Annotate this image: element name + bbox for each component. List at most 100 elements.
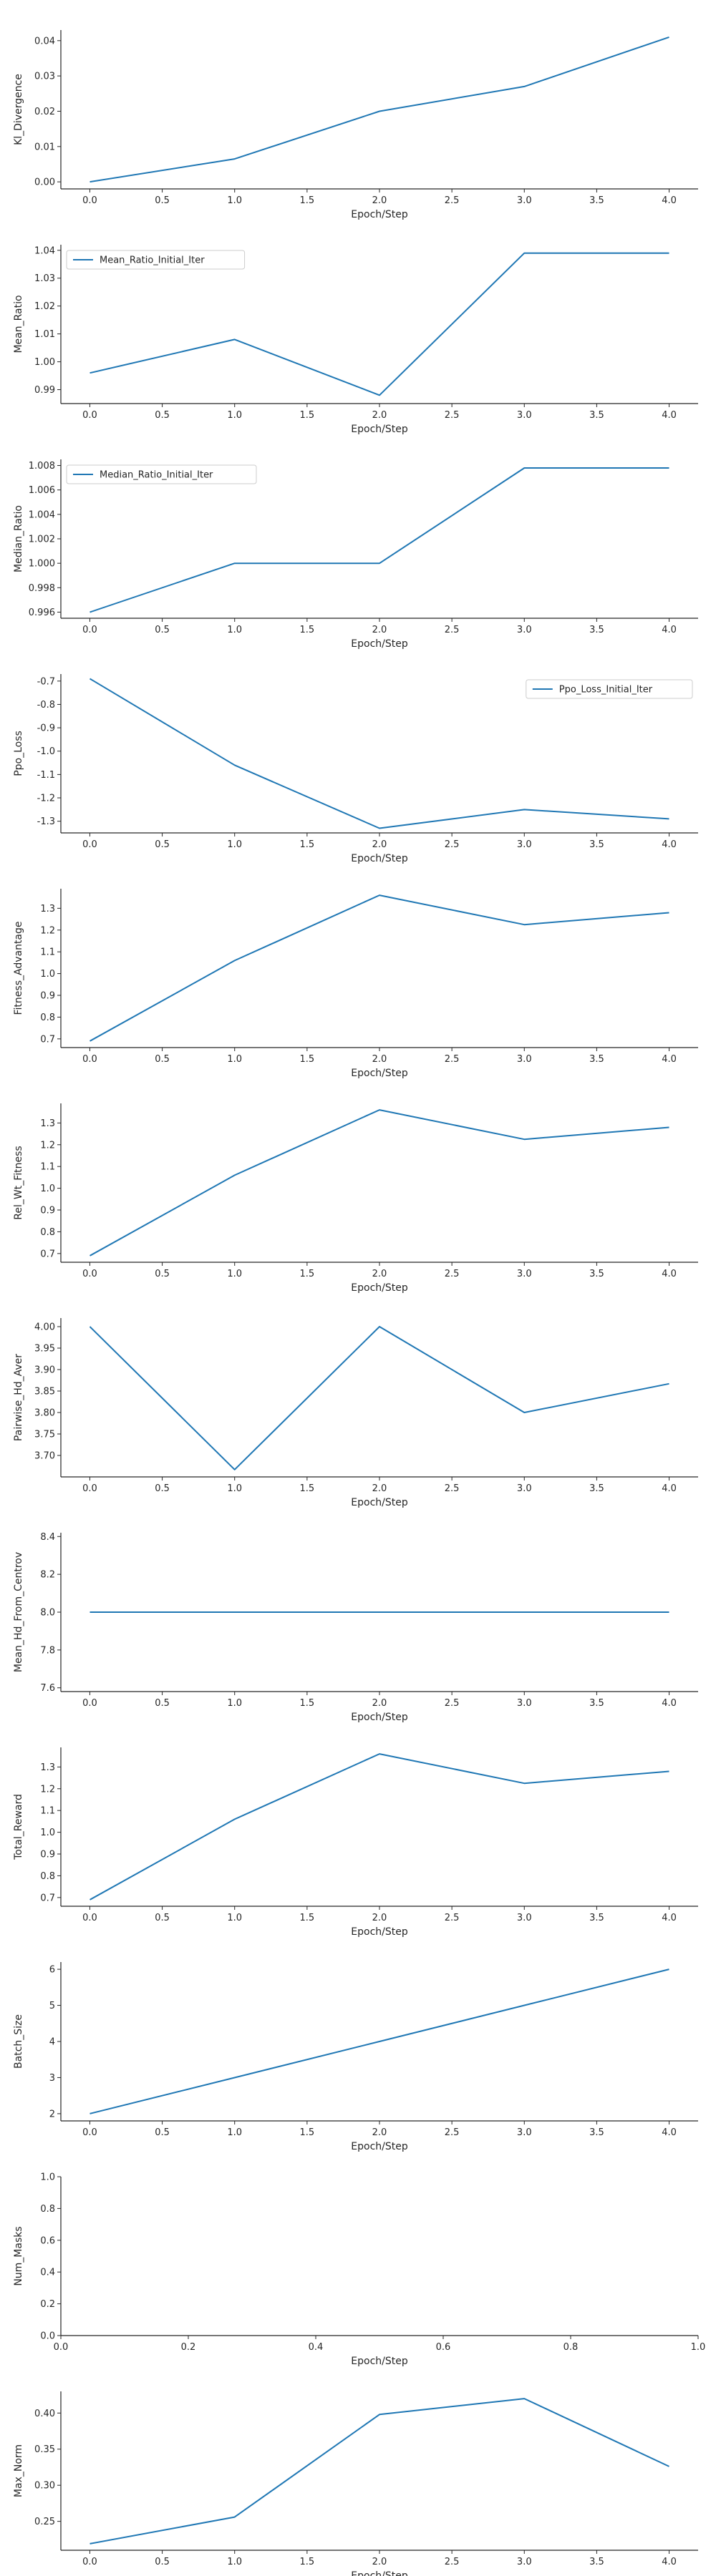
x-tick-label: 2.5 xyxy=(445,1483,460,1494)
x-tick-label: 0.5 xyxy=(155,625,170,635)
x-tick-label: 2.5 xyxy=(445,1269,460,1279)
y-tick-label: 1.04 xyxy=(34,245,55,256)
y-axis-label: Rel_Wt_Fitness xyxy=(13,1146,24,1219)
y-tick-label: 1.00 xyxy=(34,357,55,368)
series-line xyxy=(90,894,669,1042)
y-axis-label: Max_Norm xyxy=(13,2444,24,2497)
y-tick-label: 0.03 xyxy=(34,72,55,82)
x-tick-label: 4.0 xyxy=(662,625,677,635)
y-tick-label: 0.9 xyxy=(40,1850,55,1860)
chart-panel: 0.0 0.5 1.0 1.5 2.0 2.5 3.0 3.5 4.0 0.7 0.8 0.9 1.0 1… xyxy=(13,1747,698,1938)
x-tick-label: 0.0 xyxy=(82,410,97,421)
y-tick-label: 0.9 xyxy=(40,991,55,1002)
x-tick-label: 1.5 xyxy=(300,2127,315,2138)
y-axis-label: Mean_Ratio xyxy=(13,295,24,353)
x-tick-label: 4.0 xyxy=(662,1483,677,1494)
x-tick-label: 4.0 xyxy=(662,195,677,206)
x-tick-label: 4.0 xyxy=(662,2127,677,2138)
y-tick-label: 1.0 xyxy=(40,1828,55,1838)
x-tick-label: 2.0 xyxy=(372,1483,387,1494)
y-tick-label: 1.2 xyxy=(40,1140,55,1151)
legend-box xyxy=(66,250,246,270)
x-tick-label: 2.0 xyxy=(372,195,387,206)
y-tick-label: 0.998 xyxy=(29,583,55,594)
x-tick-label: 3.0 xyxy=(517,1269,532,1279)
y-tick-label: -0.9 xyxy=(37,723,55,734)
x-axis-label: Epoch/Step xyxy=(351,424,408,435)
chart-panel: 0.0 0.5 1.0 1.5 2.0 2.5 3.0 3.5 4.0 0.7 0.8 0.9 1.0 1… xyxy=(13,889,698,1079)
x-tick-label: 0.4 xyxy=(309,2342,324,2353)
y-axis-label: Num_Masks xyxy=(13,2226,24,2285)
x-tick-label: 0.5 xyxy=(155,195,170,206)
x-tick-label: 3.5 xyxy=(589,1269,604,1279)
y-tick-label: 1.006 xyxy=(29,485,55,496)
legend-box xyxy=(66,464,257,484)
series-line xyxy=(90,252,669,396)
x-tick-label: 0.0 xyxy=(82,625,97,635)
x-tick-label: 1.5 xyxy=(300,2557,315,2567)
x-tick-label: 1.0 xyxy=(691,2342,706,2353)
x-tick-label: 3.5 xyxy=(589,625,604,635)
x-axis-label: Epoch/Step xyxy=(351,2356,408,2367)
x-tick-label: 3.5 xyxy=(589,1913,604,1923)
x-tick-label: 2.5 xyxy=(445,1913,460,1923)
y-axis-label: Fitness_Advantage xyxy=(13,921,24,1015)
x-tick-label: 1.0 xyxy=(227,410,242,421)
chart-panel: 0.0 0.5 1.0 1.5 2.0 2.5 3.0 3.5 4.0 3.70 3.75 3.80 3… xyxy=(13,1318,698,1508)
y-axis-label: Mean_Hd_From_Centrov xyxy=(13,1552,24,1672)
x-tick-label: 1.0 xyxy=(227,1483,242,1494)
y-tick-label: 1.0 xyxy=(40,1184,55,1194)
x-tick-label: 4.0 xyxy=(662,1054,677,1065)
y-tick-label: 1.01 xyxy=(34,329,55,340)
y-tick-label: 0.8 xyxy=(40,1013,55,1023)
y-tick-label: 3 xyxy=(49,2073,55,2084)
x-tick-label: 4.0 xyxy=(662,1269,677,1279)
y-tick-label: 3.70 xyxy=(34,1451,55,1462)
y-tick-label: 1.1 xyxy=(40,1806,55,1817)
y-tick-label: 0.9 xyxy=(40,1206,55,1216)
x-tick-label: 2.5 xyxy=(445,1054,460,1065)
x-tick-label: 0.0 xyxy=(82,839,97,850)
x-tick-label: 4.0 xyxy=(662,839,677,850)
x-tick-label: 1.0 xyxy=(227,2557,242,2567)
x-tick-label: 3.0 xyxy=(517,195,532,206)
x-tick-label: 2.0 xyxy=(372,1913,387,1923)
x-tick-label: 0.5 xyxy=(155,1269,170,1279)
x-tick-label: 3.0 xyxy=(517,839,532,850)
y-tick-label: 0.04 xyxy=(34,36,55,47)
y-tick-label: 3.95 xyxy=(34,1344,55,1355)
x-tick-label: 3.0 xyxy=(517,625,532,635)
x-tick-label: 3.5 xyxy=(589,2557,604,2567)
x-tick-label: 2.5 xyxy=(445,195,460,206)
chart-panel: 0.0 0.5 1.0 1.5 2.0 2.5 3.0 3.5 4.0 7.6 7.8 8.0 8.2 8… xyxy=(13,1532,698,1723)
x-tick-label: 3.5 xyxy=(589,2127,604,2138)
y-tick-label: -1.0 xyxy=(37,746,55,757)
x-tick-label: 3.0 xyxy=(517,1698,532,1709)
y-tick-label: -1.2 xyxy=(37,794,55,804)
y-tick-label: 0.8 xyxy=(40,1227,55,1238)
y-tick-label: 7.8 xyxy=(40,1645,55,1656)
y-tick-label: 1.2 xyxy=(40,925,55,936)
series-line xyxy=(90,1968,669,2114)
x-tick-label: 0.5 xyxy=(155,410,170,421)
x-tick-label: 3.0 xyxy=(517,2557,532,2567)
y-tick-label: 1.02 xyxy=(34,301,55,312)
chart-panel: 0.0 0.2 0.4 0.6 0.8 1.0 0.0 0.2 0.4 0.6 0.8 1.0 Epoc… xyxy=(13,2172,705,2368)
x-axis-label: Epoch/Step xyxy=(351,209,408,220)
x-tick-label: 2.0 xyxy=(372,410,387,421)
series-line xyxy=(90,467,669,613)
x-tick-label: 3.5 xyxy=(589,1698,604,1709)
y-axis-label: Total_Reward xyxy=(13,1794,24,1860)
x-tick-label: 2.0 xyxy=(372,1698,387,1709)
x-tick-label: 1.5 xyxy=(300,195,315,206)
chart-panel: 0.0 0.5 1.0 1.5 2.0 2.5 3.0 3.5 4.0 0.99 1.00 1.01 1… xyxy=(13,245,698,435)
y-tick-label: 6 xyxy=(49,1965,55,1976)
y-tick-label: 1.000 xyxy=(29,559,55,570)
y-axis-label: Kl_Divergence xyxy=(13,74,24,145)
x-axis-label: Epoch/Step xyxy=(351,1712,408,1723)
y-tick-label: 1.008 xyxy=(29,461,55,472)
y-tick-label: 4 xyxy=(49,2037,55,2048)
x-tick-label: 1.5 xyxy=(300,625,315,635)
x-tick-label: 1.5 xyxy=(300,1483,315,1494)
x-tick-label: 4.0 xyxy=(662,2557,677,2567)
